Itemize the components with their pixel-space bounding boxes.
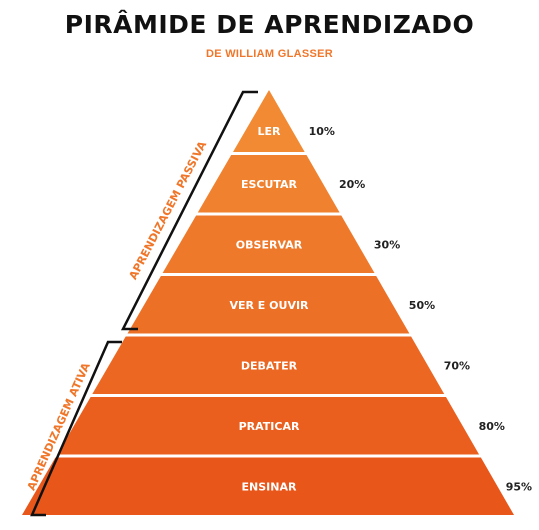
passive-learning-bracket bbox=[120, 90, 258, 331]
pyramid-tier bbox=[127, 276, 410, 334]
tier-percent: 70% bbox=[444, 359, 470, 372]
tier-label: PRATICAR bbox=[239, 420, 300, 433]
tier-label: LER bbox=[258, 125, 282, 138]
pyramid-tier bbox=[92, 336, 445, 394]
tier-label: ESCUTAR bbox=[241, 178, 298, 191]
tier-percent: 50% bbox=[409, 299, 435, 312]
tier-percent: 20% bbox=[339, 178, 365, 191]
percent-labels: 10% 20% 30% 50% 70% 80% 95% bbox=[309, 125, 532, 493]
tier-label: ENSINAR bbox=[242, 480, 297, 493]
pyramid-tier bbox=[162, 215, 375, 273]
tier-label: DEBATER bbox=[241, 359, 298, 372]
tier-percent: 95% bbox=[506, 480, 532, 493]
pyramid-tier bbox=[197, 155, 340, 213]
tier-label: OBSERVAR bbox=[236, 238, 303, 251]
pyramid-tier bbox=[57, 397, 480, 455]
pyramid-tiers: LER ESCUTAR OBSERVAR VER E OUVIR DEBATER PRAT… bbox=[22, 90, 514, 515]
pyramid-tier bbox=[233, 90, 305, 152]
page-title: PIRÂMIDE DE APRENDIZADO bbox=[64, 10, 475, 39]
tier-percent: 80% bbox=[479, 420, 505, 433]
pyramid-tier bbox=[22, 457, 514, 515]
tier-percent: 10% bbox=[309, 125, 335, 138]
page-subtitle: DE WILLIAM GLASSER bbox=[205, 48, 333, 60]
tier-label: VER E OUVIR bbox=[229, 299, 309, 312]
active-learning-bracket bbox=[30, 340, 122, 517]
tier-percent: 30% bbox=[374, 238, 400, 251]
